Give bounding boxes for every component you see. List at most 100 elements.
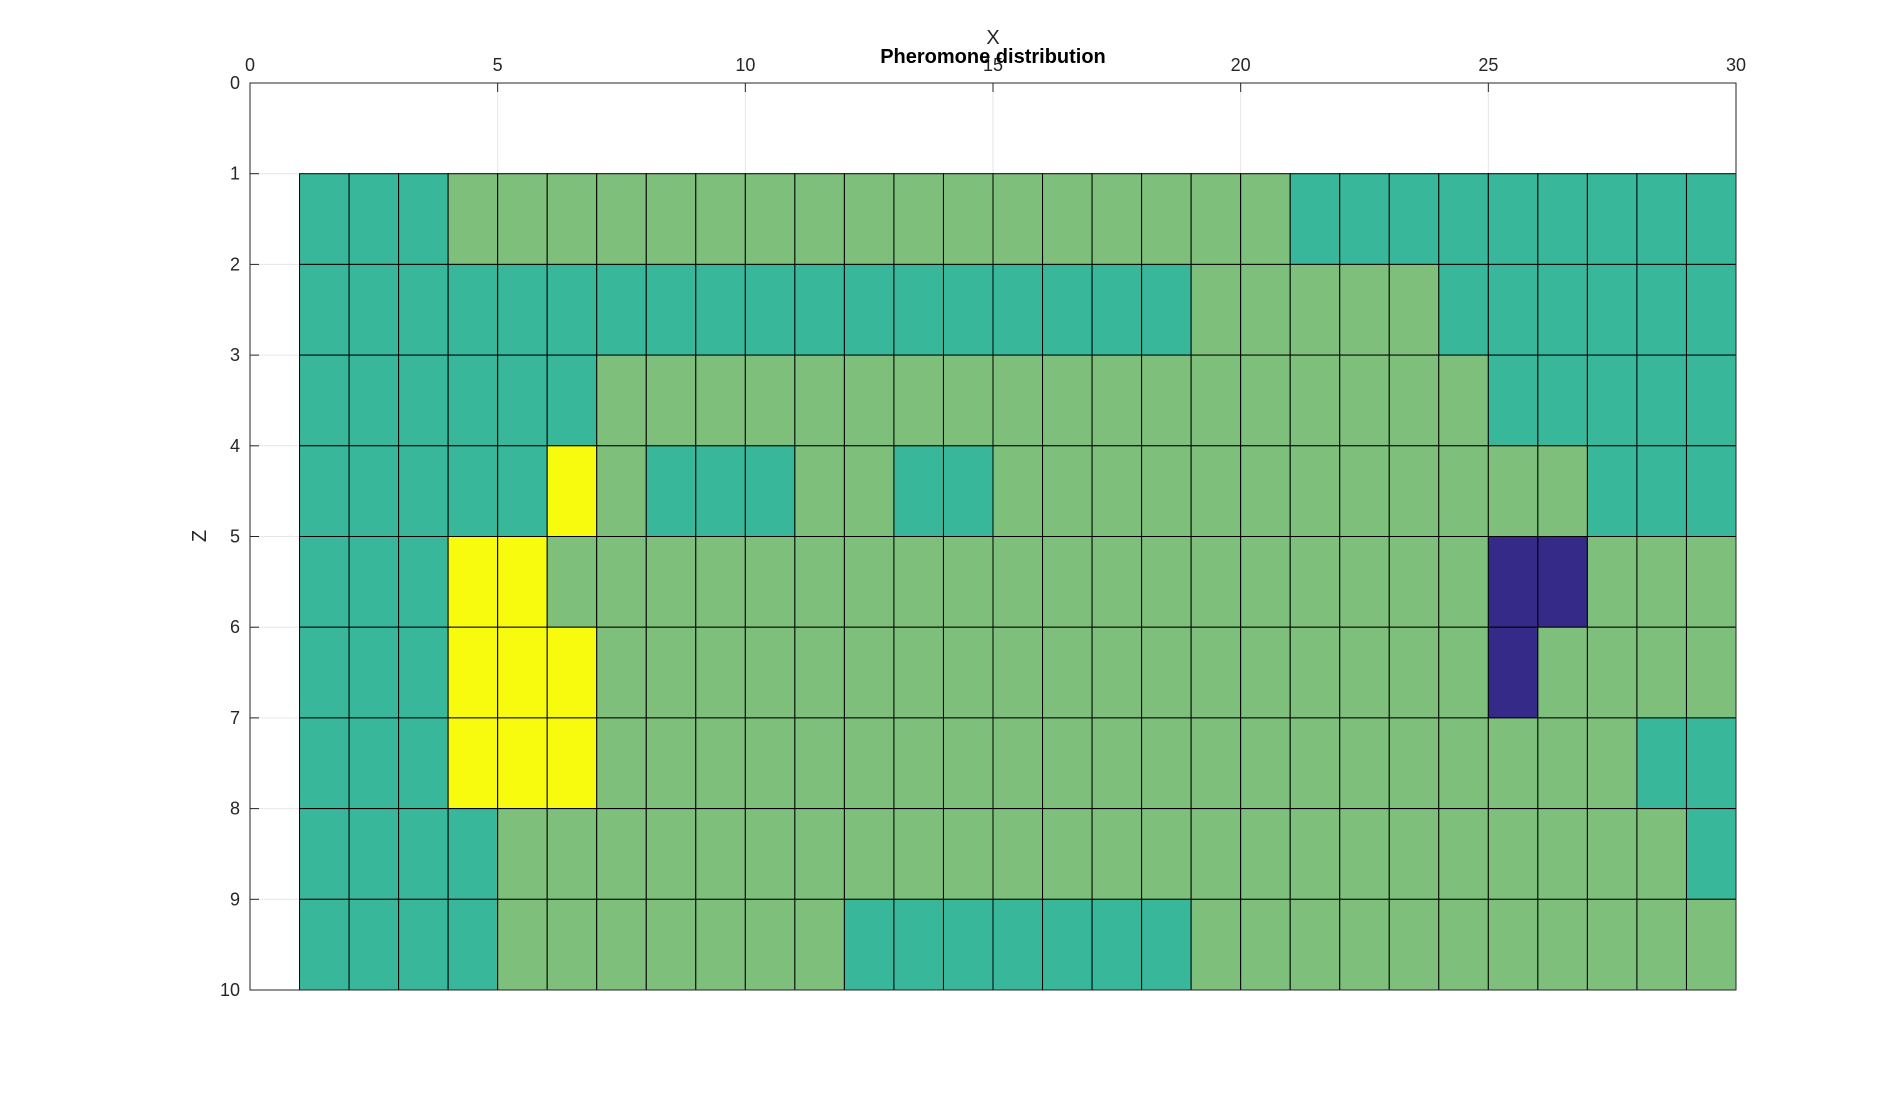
heatmap-cell [1141, 445, 1192, 537]
heatmap-cell [497, 263, 548, 356]
heatmap-cell [1438, 717, 1489, 810]
heatmap-cell [1438, 263, 1489, 356]
heatmap-cell [1586, 536, 1638, 628]
heatmap-cell [1388, 898, 1440, 991]
heatmap-cell [1487, 808, 1539, 900]
heatmap-cell [398, 717, 449, 810]
y-tick-labels: 0 1 2 3 4 5 6 7 8 9 10 [220, 73, 240, 1000]
heatmap-cell [398, 263, 449, 356]
heatmap-cell [1091, 808, 1143, 900]
heatmap-cell [1339, 898, 1390, 991]
y-axis-label: Z [189, 530, 211, 542]
heatmap-cell [794, 717, 845, 810]
heatmap-cell [645, 808, 697, 900]
heatmap-cell [1141, 808, 1192, 900]
heatmap-cell [1339, 536, 1390, 628]
heatmap-cell [546, 808, 598, 900]
heatmap-cell [398, 354, 449, 447]
heatmap-cell [596, 717, 647, 810]
heatmap-cell [744, 626, 796, 719]
heatmap-cell [744, 173, 796, 265]
heatmap-cell [893, 626, 944, 719]
heatmap-cell [744, 263, 796, 356]
heatmap-cell [744, 717, 796, 810]
heatmap-cell [497, 536, 548, 628]
heatmap-cell [1636, 263, 1687, 356]
heatmap-cell [447, 263, 499, 356]
heatmap-cell [546, 445, 598, 537]
heatmap-cell [843, 536, 895, 628]
heatmap-cell [1240, 536, 1291, 628]
heatmap-cell [546, 626, 598, 719]
heatmap-cell [1042, 808, 1093, 900]
heatmap-cell [1190, 173, 1242, 265]
heatmap-cell [1685, 898, 1737, 991]
heatmap-cell [348, 173, 400, 265]
heatmap-cell [1240, 717, 1291, 810]
heatmap-cell [497, 445, 548, 537]
heatmap-cell [398, 173, 449, 265]
heatmap-cell [992, 808, 1044, 900]
heatmap-cell [596, 445, 647, 537]
heatmap-cell [1586, 354, 1638, 447]
heatmap-cell [744, 808, 796, 900]
heatmap-cell [843, 173, 895, 265]
heatmap-cell [794, 354, 845, 447]
heatmap-cell [744, 536, 796, 628]
y-tick-label: 2 [230, 254, 240, 274]
y-tick-label: 1 [230, 164, 240, 184]
heatmap-cell [893, 445, 944, 537]
heatmap-cell [546, 263, 598, 356]
heatmap-cell [1289, 717, 1341, 810]
axes-box [249, 82, 1737, 991]
heatmap-cell [695, 536, 746, 628]
heatmap-cell [1685, 808, 1737, 900]
heatmap-cell [1339, 626, 1390, 719]
heatmap-cell [1636, 536, 1687, 628]
heatmap-cell [447, 626, 499, 719]
heatmap-cell [645, 898, 697, 991]
heatmap-cell [1685, 717, 1737, 810]
heatmap-cell [843, 808, 895, 900]
heatmap-cell [1636, 898, 1687, 991]
heatmap-cell [794, 536, 845, 628]
heatmap-cell [1190, 808, 1242, 900]
heatmap-cell [843, 898, 895, 991]
x-tick-label: 0 [245, 55, 255, 75]
heatmap-cell [1537, 445, 1588, 537]
heatmap-cell [1091, 354, 1143, 447]
heatmap-cell [1537, 173, 1588, 265]
heatmap-cell [942, 808, 994, 900]
heatmap-cell [497, 173, 548, 265]
heatmap-cell [1537, 263, 1588, 356]
heatmap-cell [348, 898, 400, 991]
heatmap-cell [1685, 173, 1737, 265]
heatmap-cell [348, 717, 400, 810]
heatmap-cell [1091, 173, 1143, 265]
heatmap-cell [1240, 626, 1291, 719]
heatmap-cell [1388, 717, 1440, 810]
heatmap-cell [1339, 354, 1390, 447]
heatmap-cell [1586, 173, 1638, 265]
heatmap-cell [1487, 445, 1539, 537]
x-tick-labels: 0 5 10 15 20 25 30 [245, 55, 1746, 75]
heatmap-cell [1339, 263, 1390, 356]
heatmap-cell [596, 626, 647, 719]
heatmap-cell [992, 263, 1044, 356]
heatmap-cell [1190, 626, 1242, 719]
heatmap-cell [1636, 626, 1687, 719]
heatmap-cell [1190, 263, 1242, 356]
heatmap-cell [447, 717, 499, 810]
heatmap-cell [1091, 898, 1143, 991]
heatmap-cell [497, 808, 548, 900]
heatmap-cell [1438, 536, 1489, 628]
heatmap-cell [1289, 354, 1341, 447]
heatmap-cell [348, 263, 400, 356]
heatmap-cell [893, 808, 944, 900]
heatmap-cell [1586, 263, 1638, 356]
heatmap-cell [645, 445, 697, 537]
heatmap-cell [942, 626, 994, 719]
heatmap-cell [398, 445, 449, 537]
heatmap-cell [1537, 536, 1588, 628]
heatmap-cell [1586, 808, 1638, 900]
